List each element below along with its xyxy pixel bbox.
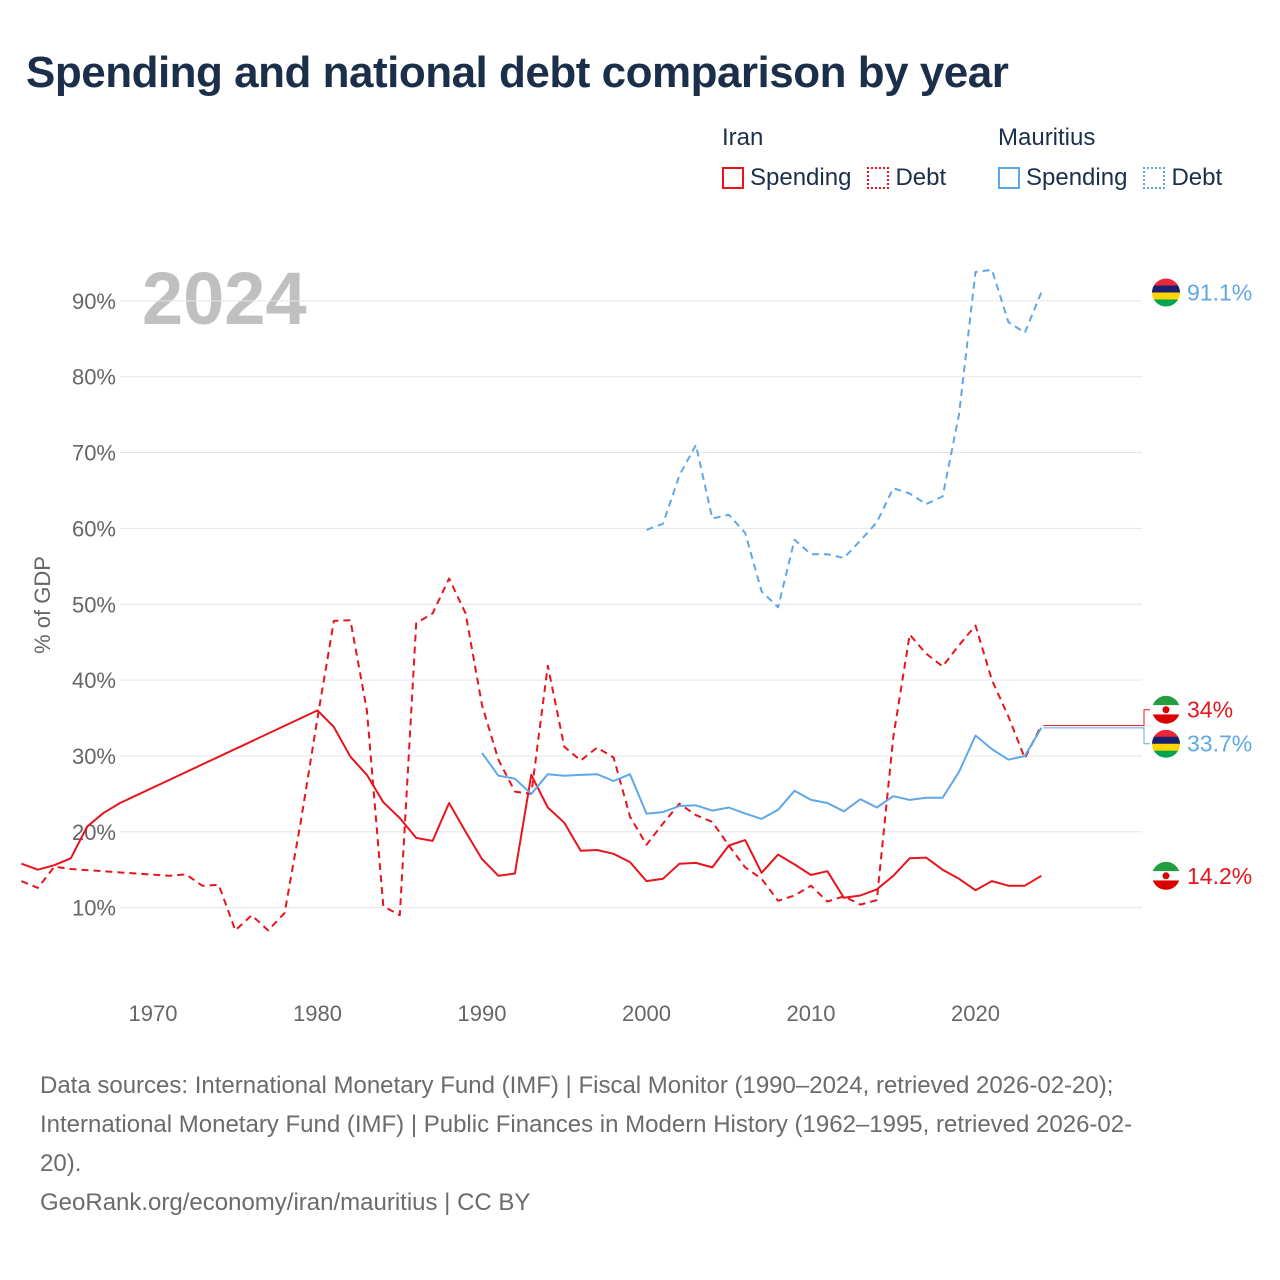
legend-item-mauritius-debt[interactable]: Debt <box>1143 164 1222 192</box>
data-sources-line: International Monetary Fund (IMF) | Publ… <box>40 1111 1133 1138</box>
x-tick-label: 2010 <box>787 1001 836 1026</box>
y-tick-label: 30% <box>72 744 116 769</box>
label-connector <box>1043 709 1150 727</box>
year-label: 2024 <box>142 257 307 340</box>
x-tick-label: 1990 <box>458 1001 507 1026</box>
y-tick-label: 70% <box>72 441 116 466</box>
data-sources-line: 20). <box>40 1150 82 1177</box>
solid-line-swatch-icon <box>722 167 744 189</box>
legend-group-title: Iran <box>722 124 764 151</box>
y-tick-label: 20% <box>72 820 116 845</box>
legend-item-iran-debt[interactable]: Debt <box>867 164 946 192</box>
chart-title: Spending and national debt comparison by… <box>26 48 1009 97</box>
x-tick-label: 2020 <box>951 1001 1000 1026</box>
series-line-mauritius-debt <box>646 268 1043 609</box>
legend-group-iran: Iran Spending Debt <box>722 124 946 192</box>
y-tick-label: 40% <box>72 668 116 693</box>
legend-group-title: Mauritius <box>998 124 1096 151</box>
line-chart: 2024 10% 20% 30% 40% 50% 60% 70% 80% 90% 1970 1980 1… <box>21 257 1252 1026</box>
footer: Data sources: International Monetary Fun… <box>40 1066 1240 1222</box>
series-line-mauritius-spending <box>481 727 1043 820</box>
dotted-line-swatch-icon <box>1143 167 1166 189</box>
legend-item-iran-spending[interactable]: Spending <box>722 164 851 192</box>
y-tick-label: 80% <box>72 365 116 390</box>
x-tick-label: 2000 <box>622 1001 671 1026</box>
legend-item-label: Debt <box>895 164 947 191</box>
mauritius-flag-icon <box>1152 729 1180 758</box>
mauritius-flag-icon <box>1152 278 1180 307</box>
legend-item-label: Spending <box>750 164 852 191</box>
end-value-label: 33.7% <box>1187 731 1252 757</box>
y-tick-label: 60% <box>72 516 116 541</box>
legend-item-mauritius-spending[interactable]: Spending <box>998 164 1127 192</box>
iran-flag-icon <box>1152 695 1180 724</box>
credit-link[interactable]: GeoRank.org/economy/iran/mauritius | CC … <box>40 1189 531 1216</box>
iran-flag-icon <box>1152 861 1180 890</box>
y-tick-label: 50% <box>72 592 116 617</box>
legend-item-label: Debt <box>1171 164 1223 191</box>
series-line-iran-spending <box>21 709 1042 899</box>
legend-item-label: Spending <box>1026 164 1128 191</box>
dotted-line-swatch-icon <box>867 167 890 189</box>
legend-group-mauritius: Mauritius Spending Debt <box>998 124 1222 192</box>
y-axis-label: % of GDP <box>30 556 55 654</box>
y-tick-label: 10% <box>72 896 116 921</box>
y-tick-label: 90% <box>72 289 116 314</box>
data-sources-line: Data sources: International Monetary Fun… <box>40 1072 1114 1099</box>
solid-line-swatch-icon <box>998 167 1020 189</box>
end-value-label: 14.2% <box>1187 863 1252 889</box>
x-tick-label: 1970 <box>129 1001 178 1026</box>
end-value-label: 34% <box>1187 697 1233 723</box>
label-connector <box>1043 727 1150 745</box>
x-tick-label: 1980 <box>293 1001 342 1026</box>
series-line-iran-debt <box>21 577 1043 932</box>
end-value-label: 91.1% <box>1187 280 1252 306</box>
